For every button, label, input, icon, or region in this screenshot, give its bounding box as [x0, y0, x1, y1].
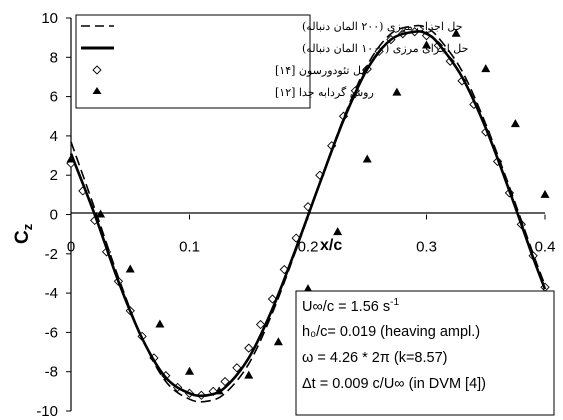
legend-label-bem-1000: حل اجزای مرزی (۱۰۰۰ المان دنباله): [302, 42, 468, 55]
legend-diamond-marker-icon: [92, 65, 102, 75]
x-tick-label: 0.2: [298, 239, 319, 256]
y-axis-title: Cz: [12, 223, 35, 244]
legend-triangle-marker-icon: [92, 87, 102, 94]
param-frequency: ω = 4.26 * 2π (k=8.57): [302, 350, 447, 366]
dvm-triangle-point: [125, 264, 135, 273]
parameters-box-frame: [295, 290, 555, 416]
bem-1000-solid-line: [69, 30, 547, 398]
x-ticks: 0 0.1 0.2 0.3 0.4: [67, 214, 556, 256]
param-freestream-velocity-main: U∞/c = 1.56 s: [302, 299, 390, 315]
y-tick-label: -4: [45, 285, 58, 302]
series-layer: [66, 24, 550, 403]
dvm-triangle-point: [362, 154, 372, 163]
theodorsen-diamond-point: [244, 343, 254, 353]
x-tick-label: 0.1: [179, 239, 200, 256]
legend-item-theodorsen: حل تئودورسون [۱۴]: [92, 64, 368, 77]
legend-label-theodorsen: حل تئودورسون [۱۴]: [275, 64, 368, 77]
dvm-triangle-point: [155, 319, 165, 328]
dvm-triangle-point: [451, 28, 461, 37]
x-tick-label: 0: [67, 239, 75, 256]
y-tick-label: 10: [41, 10, 58, 27]
legend-item-bem-1000: حل اجزای مرزی (۱۰۰۰ المان دنباله): [81, 42, 468, 55]
theodorsen-diamond-point: [255, 319, 266, 330]
y-tick-label: 2: [50, 167, 58, 184]
theodorsen-diamond-point: [220, 376, 230, 387]
dvm-triangle-point: [244, 370, 254, 379]
dvm-triangle-point: [333, 227, 343, 236]
y-axis-title-sub: z: [20, 223, 35, 230]
y-tick-label: 8: [50, 49, 58, 66]
y-tick-label: -2: [45, 246, 58, 263]
y-tick-label: 6: [50, 89, 58, 106]
y-axis-title-main: C: [12, 230, 33, 244]
legend-item-bem-200: حل اجزای مرزی (۲۰۰ المان دنباله): [81, 20, 463, 33]
legend-item-dvm: روش گردابه جدا [۱۲]: [92, 86, 374, 99]
param-time-step: Δt = 0.009 c/U∞ (in DVM [4]): [302, 376, 486, 392]
x-axis-title: x/c: [320, 237, 342, 254]
y-tick-label: 4: [50, 128, 58, 145]
y-ticks: -10 -8 -6 -4 -2 0 2 4 6 8 10: [36, 10, 71, 420]
legend: حل اجزای مرزی (۲۰۰ المان دنباله) حل اجزا…: [75, 14, 468, 109]
dvm-triangle-point: [96, 209, 106, 218]
param-freestream-velocity-exponent: -1: [390, 297, 399, 308]
legend-label-bem-200: حل اجزای مرزی (۲۰۰ المان دنباله): [302, 20, 463, 33]
y-tick-label: -10: [36, 403, 58, 420]
dvm-triangle-point: [392, 87, 402, 96]
theodorsen-diamond-point: [232, 363, 242, 373]
legend-label-dvm: روش گردابه جدا [۱۲]: [275, 86, 374, 99]
legend-box: [75, 14, 311, 109]
y-tick-label: -6: [45, 324, 58, 341]
dvm-triangle-point: [540, 189, 550, 198]
x-tick-label: 0.3: [416, 239, 437, 256]
param-freestream-velocity: U∞/c = 1.56 s-1: [302, 297, 399, 315]
series-3-markers: [66, 28, 550, 395]
parameters-box: U∞/c = 1.56 s-1 h₀/c= 0.019 (heaving amp…: [295, 290, 555, 416]
dvm-triangle-point: [185, 366, 194, 375]
x-tick-label: 0.4: [535, 239, 556, 256]
dvm-triangle-point: [481, 64, 491, 73]
dvm-triangle-point: [422, 40, 431, 49]
y-tick-label: 0: [50, 207, 58, 224]
y-tick-label: -8: [45, 364, 58, 381]
dvm-triangle-point: [273, 337, 283, 346]
param-heaving-amplitude: h₀/c= 0.019 (heaving ampl.): [302, 324, 480, 340]
dvm-triangle-point: [303, 284, 313, 293]
dvm-triangle-point: [510, 119, 520, 128]
